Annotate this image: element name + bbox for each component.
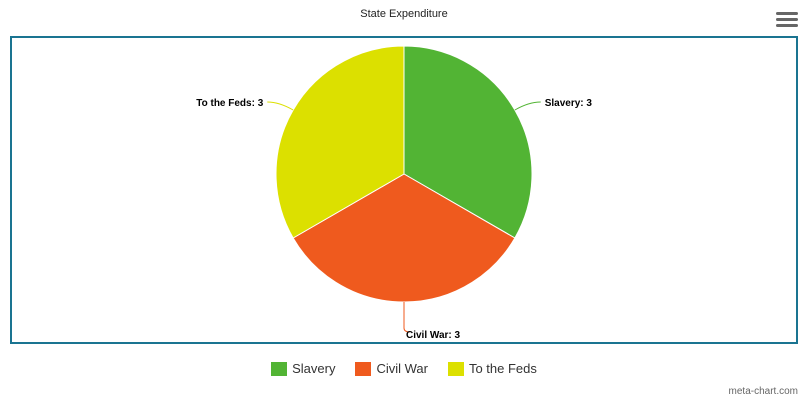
plot-area <box>10 36 798 344</box>
legend-item-to-the-feds[interactable]: To the Feds <box>447 361 537 376</box>
connector-slavery <box>514 101 541 111</box>
menu-bar <box>776 24 798 27</box>
data-label-slavery: Slavery: 3 <box>545 98 593 109</box>
legend-item-slavery[interactable]: Slavery <box>271 361 335 376</box>
pie-slice-civil-war[interactable] <box>292 173 516 303</box>
menu-bar <box>776 18 798 21</box>
chart-title: State Expenditure <box>360 8 448 20</box>
legend-label-to-the-feds: To the Feds <box>468 361 537 376</box>
hamburger-menu-icon[interactable] <box>776 12 798 32</box>
data-label-to-the-feds: To the Feds: 3 <box>196 98 263 109</box>
connector-civil-war <box>403 302 411 333</box>
legend-label-slavery: Slavery <box>292 361 336 376</box>
legend-label-civil-war: Civil War <box>376 361 428 376</box>
legend-item-civil-war[interactable]: Civil War <box>355 361 428 376</box>
legend-swatch-to-the-feds <box>447 361 464 376</box>
credit-link[interactable]: meta-chart.com <box>728 386 798 397</box>
pie-slice-slavery[interactable] <box>403 45 533 239</box>
connector-to-the-feds <box>267 101 294 111</box>
legend-swatch-civil-war <box>355 361 372 376</box>
legend: Slavery Civil War To the Feds <box>0 361 808 376</box>
menu-bar <box>776 12 798 15</box>
data-label-civil-war: Civil War: 3 <box>406 330 461 341</box>
legend-swatch-slavery <box>271 361 288 376</box>
pie-slice-to-the-feds[interactable] <box>275 45 405 239</box>
